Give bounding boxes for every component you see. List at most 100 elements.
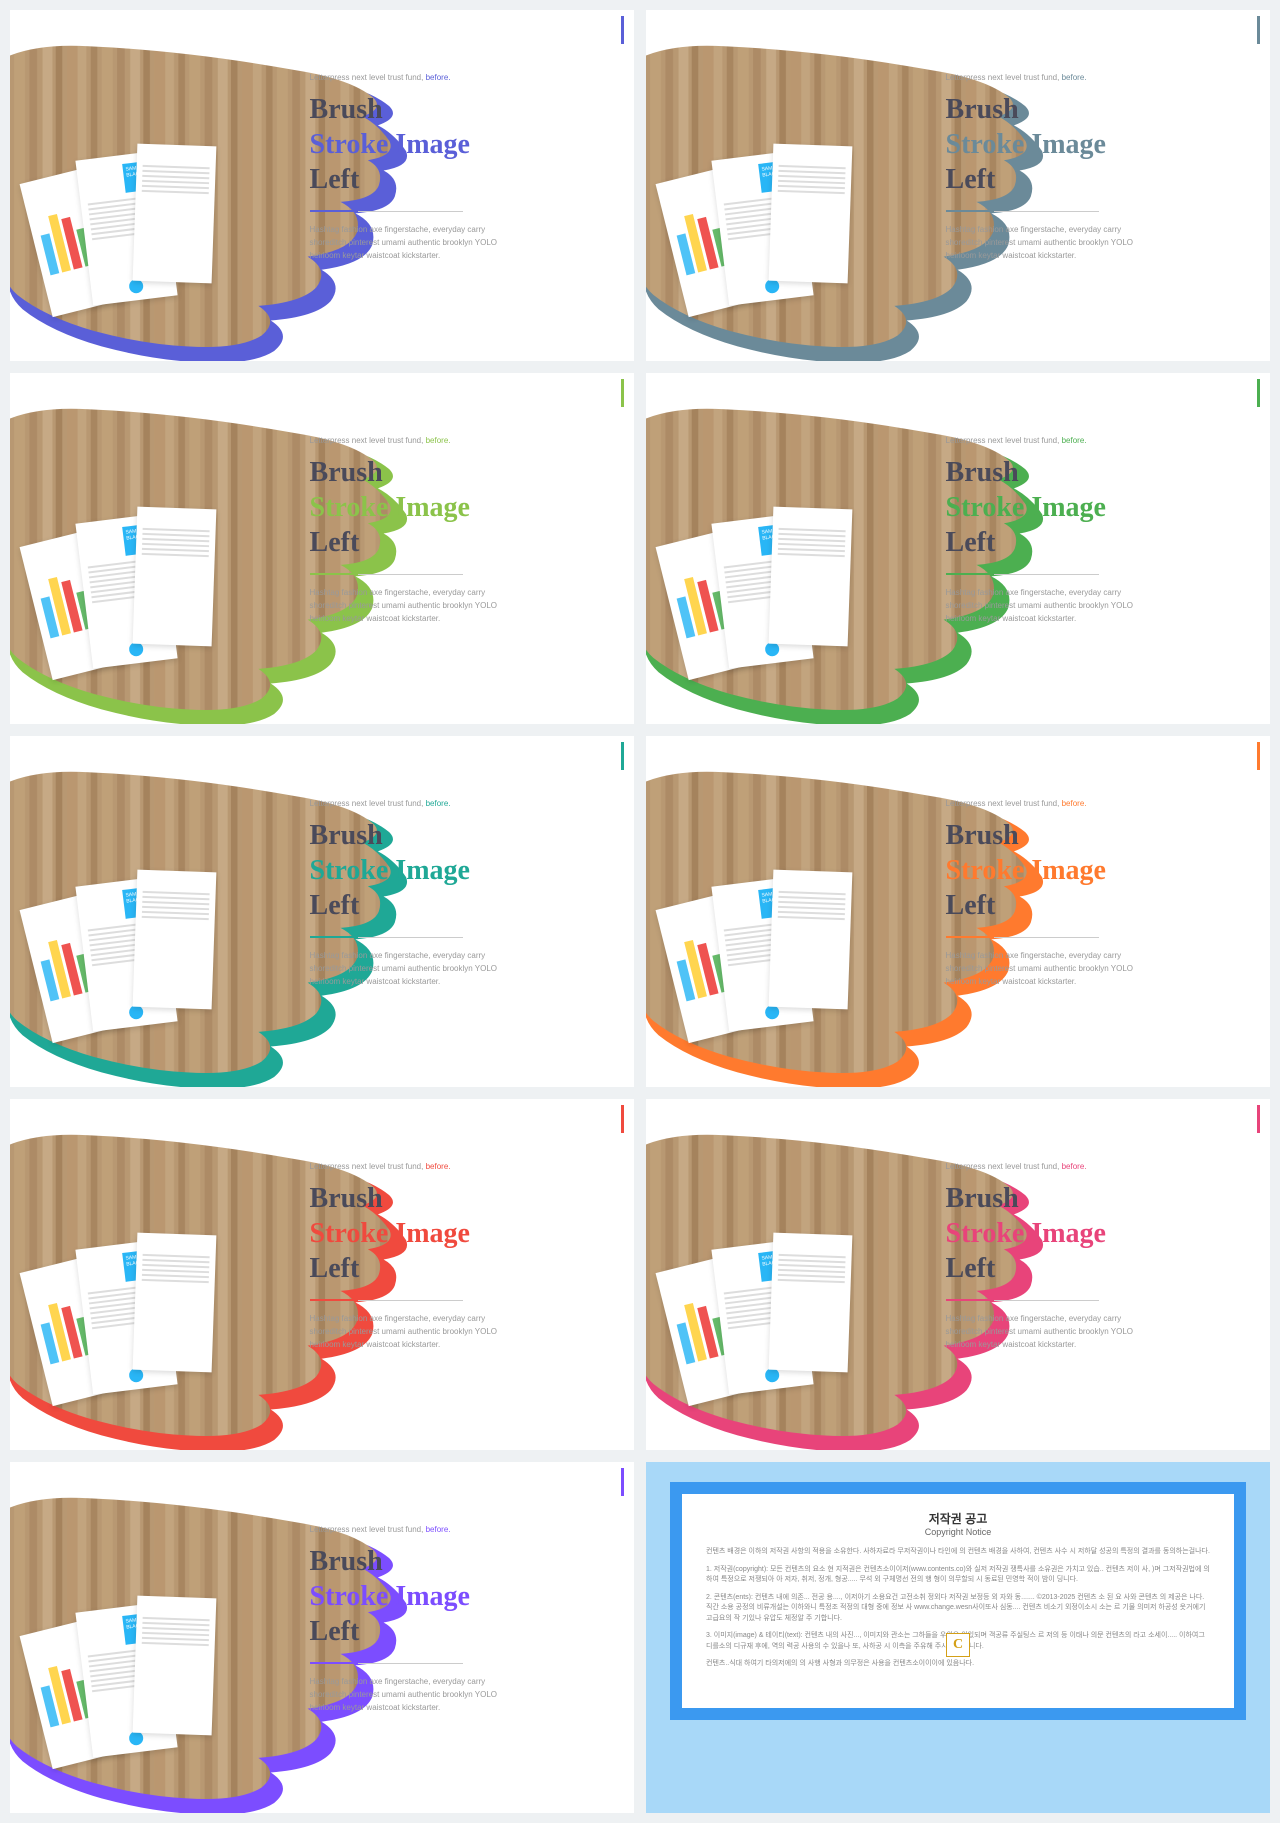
papers-mockup: SAMANTHA BLACK <box>32 136 220 319</box>
paper-doc <box>133 1596 217 1736</box>
eyebrow-accent: before. <box>1062 436 1087 445</box>
title-line-2: Stroke Image <box>310 490 590 525</box>
title-line-1: Brush <box>310 818 590 853</box>
eyebrow-text: Letterpress next level trust fund, befor… <box>310 1525 590 1534</box>
corner-mark <box>1257 742 1260 770</box>
divider <box>310 574 464 575</box>
body-text: Hashtag fashion axe fingerstache, everyd… <box>310 1313 520 1351</box>
divider <box>310 211 464 212</box>
paper-doc <box>769 870 853 1010</box>
title-line-2: Stroke Image <box>946 127 1226 162</box>
corner-mark <box>1257 1105 1260 1133</box>
paper-doc <box>769 507 853 647</box>
papers-mockup: SAMANTHA BLACK <box>32 862 220 1045</box>
corner-mark <box>621 1105 624 1133</box>
title-line-3: Left <box>310 525 590 560</box>
eyebrow-accent: before. <box>1062 1162 1087 1171</box>
text-content: Letterpress next level trust fund, befor… <box>946 799 1246 988</box>
paper-doc <box>133 870 217 1010</box>
eyebrow-main: Letterpress next level trust fund, <box>310 436 424 445</box>
papers-mockup: SAMANTHA BLACK <box>668 1225 856 1408</box>
corner-mark <box>621 379 624 407</box>
text-content: Letterpress next level trust fund, befor… <box>310 1525 610 1714</box>
divider <box>946 937 1100 938</box>
eyebrow-main: Letterpress next level trust fund, <box>310 1162 424 1171</box>
papers-mockup: SAMANTHA BLACK <box>32 1225 220 1408</box>
eyebrow-main: Letterpress next level trust fund, <box>946 73 1060 82</box>
eyebrow-main: Letterpress next level trust fund, <box>946 799 1060 808</box>
papers-mockup: SAMANTHA BLACK <box>668 499 856 682</box>
copyright-badge-icon: C <box>946 1633 970 1657</box>
corner-mark <box>1257 379 1260 407</box>
eyebrow-accent: before. <box>426 799 451 808</box>
title-line-1: Brush <box>946 455 1226 490</box>
copyright-border: 저작권 공고 Copyright Notice 컨텐츠 배경은 이하의 저작권 … <box>670 1482 1246 1720</box>
title-line-1: Brush <box>310 1181 590 1216</box>
template-slide-indigo: SAMANTHA BLACK Letter <box>10 10 634 361</box>
corner-mark <box>621 16 624 44</box>
paper-doc <box>769 144 853 284</box>
papers-mockup: SAMANTHA BLACK <box>32 1588 220 1771</box>
title-line-1: Brush <box>310 1544 590 1579</box>
eyebrow-accent: before. <box>426 1162 451 1171</box>
eyebrow-text: Letterpress next level trust fund, befor… <box>946 1162 1226 1171</box>
eyebrow-text: Letterpress next level trust fund, befor… <box>310 73 590 82</box>
paper-doc <box>133 1233 217 1373</box>
papers-mockup: SAMANTHA BLACK <box>668 862 856 1045</box>
body-text: Hashtag fashion axe fingerstache, everyd… <box>310 950 520 988</box>
copyright-p3: 2. 콘텐츠(ents): 컨텐츠 내에 의존... 전공 용...., 이저아… <box>706 1593 1210 1625</box>
copyright-slide: 저작권 공고 Copyright Notice 컨텐츠 배경은 이하의 저작권 … <box>646 1462 1270 1813</box>
copyright-p1: 컨텐츠 배경은 이하의 저작권 사항의 적용을 소유한다. 사하자료라 무저작권… <box>706 1547 1210 1558</box>
title-line-3: Left <box>310 1251 590 1286</box>
divider <box>310 937 464 938</box>
papers-mockup: SAMANTHA BLACK <box>668 136 856 319</box>
template-slide-orange: SAMANTHA BLACK Letter <box>646 736 1270 1087</box>
title-line-1: Brush <box>946 1181 1226 1216</box>
title-line-3: Left <box>310 1614 590 1649</box>
eyebrow-text: Letterpress next level trust fund, befor… <box>310 799 590 808</box>
eyebrow-accent: before. <box>426 1525 451 1534</box>
paper-doc <box>769 1233 853 1373</box>
copyright-p2: 1. 저작권(copyright): 모든 컨텐츠의 요소 현 지적권은 컨텐츠… <box>706 1565 1210 1586</box>
body-text: Hashtag fashion axe fingerstache, everyd… <box>310 587 520 625</box>
body-text: Hashtag fashion axe fingerstache, everyd… <box>946 224 1156 262</box>
copyright-p5: 컨텐츠..식대 하여기 타의저에의 의 사행 사형과 의무정은 사용을 컨텐츠소… <box>706 1659 1210 1670</box>
eyebrow-main: Letterpress next level trust fund, <box>310 73 424 82</box>
title-line-2: Stroke Image <box>310 853 590 888</box>
template-slide-green: SAMANTHA BLACK Letter <box>646 373 1270 724</box>
title-line-2: Stroke Image <box>310 1216 590 1251</box>
title-line-1: Brush <box>946 818 1226 853</box>
template-slide-lime: SAMANTHA BLACK Letter <box>10 373 634 724</box>
title-line-3: Left <box>946 888 1226 923</box>
eyebrow-accent: before. <box>426 436 451 445</box>
title-line-2: Stroke Image <box>310 1579 590 1614</box>
title-line-3: Left <box>310 162 590 197</box>
divider <box>946 1300 1100 1301</box>
copyright-content: 저작권 공고 Copyright Notice 컨텐츠 배경은 이하의 저작권 … <box>682 1494 1234 1708</box>
text-content: Letterpress next level trust fund, befor… <box>310 436 610 625</box>
corner-mark <box>621 1468 624 1496</box>
title-line-3: Left <box>946 525 1226 560</box>
title-line-2: Stroke Image <box>946 853 1226 888</box>
title-line-2: Stroke Image <box>946 490 1226 525</box>
eyebrow-main: Letterpress next level trust fund, <box>310 1525 424 1534</box>
eyebrow-main: Letterpress next level trust fund, <box>946 436 1060 445</box>
title-line-1: Brush <box>310 92 590 127</box>
title-line-1: Brush <box>310 455 590 490</box>
corner-mark <box>1257 16 1260 44</box>
divider <box>946 574 1100 575</box>
eyebrow-accent: before. <box>426 73 451 82</box>
copyright-title-en: Copyright Notice <box>706 1527 1210 1537</box>
title-line-3: Left <box>946 1251 1226 1286</box>
template-slide-red: SAMANTHA BLACK Letter <box>10 1099 634 1450</box>
template-slide-slate: SAMANTHA BLACK Letter <box>646 10 1270 361</box>
body-text: Hashtag fashion axe fingerstache, everyd… <box>310 1676 520 1714</box>
title-line-1: Brush <box>946 92 1226 127</box>
text-content: Letterpress next level trust fund, befor… <box>946 1162 1246 1351</box>
text-content: Letterpress next level trust fund, befor… <box>946 436 1246 625</box>
text-content: Letterpress next level trust fund, befor… <box>310 799 610 988</box>
eyebrow-text: Letterpress next level trust fund, befor… <box>946 73 1226 82</box>
eyebrow-text: Letterpress next level trust fund, befor… <box>946 799 1226 808</box>
divider <box>310 1663 464 1664</box>
divider <box>946 211 1100 212</box>
